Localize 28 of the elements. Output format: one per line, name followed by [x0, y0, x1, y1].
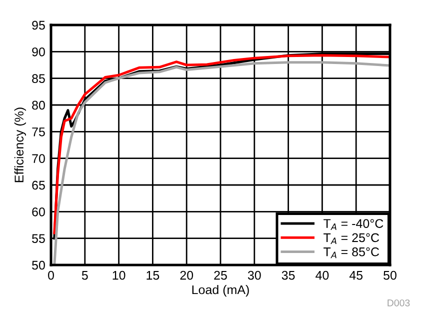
- legend-label: T$_{A}$ = -40°C: [324, 219, 384, 230]
- x-tick-label: 20: [180, 270, 194, 280]
- y-tick-label: 65: [32, 180, 45, 190]
- y-tick-label: 85: [32, 74, 45, 83]
- x-tick-label: 50: [384, 270, 396, 280]
- y-axis-title: Efficiency (%): [14, 108, 26, 182]
- legend-label: T$_{A}$ = 25°C: [324, 233, 380, 244]
- y-tick-label: 50: [32, 260, 45, 270]
- y-tick-label: 60: [32, 207, 45, 216]
- x-tick-label: 25: [214, 270, 227, 280]
- x-tick-label: 35: [282, 270, 295, 280]
- y-tick-label: 90: [32, 47, 45, 56]
- y-tick-label: 80: [32, 100, 45, 110]
- line-series: [53, 61, 390, 265]
- y-tick-label: 75: [32, 128, 45, 136]
- y-tick-label: 70: [32, 154, 45, 163]
- x-tick-label: 45: [349, 271, 363, 280]
- x-tick-label: 5: [82, 271, 88, 280]
- x-tick-label: 0: [48, 270, 54, 280]
- x-tick-label: 30: [248, 270, 261, 280]
- x-tick-label: 10: [112, 270, 126, 280]
- text: D003: [388, 299, 410, 306]
- x-axis-title: Load (mA): [192, 284, 249, 297]
- y-tick-label: 95: [32, 20, 45, 30]
- legend-label: T$_{A}$ = 85°C: [324, 247, 380, 258]
- y-tick-label: 55: [32, 234, 45, 243]
- x-tick-label: 40: [316, 270, 329, 280]
- x-tick-label: 15: [146, 271, 160, 280]
